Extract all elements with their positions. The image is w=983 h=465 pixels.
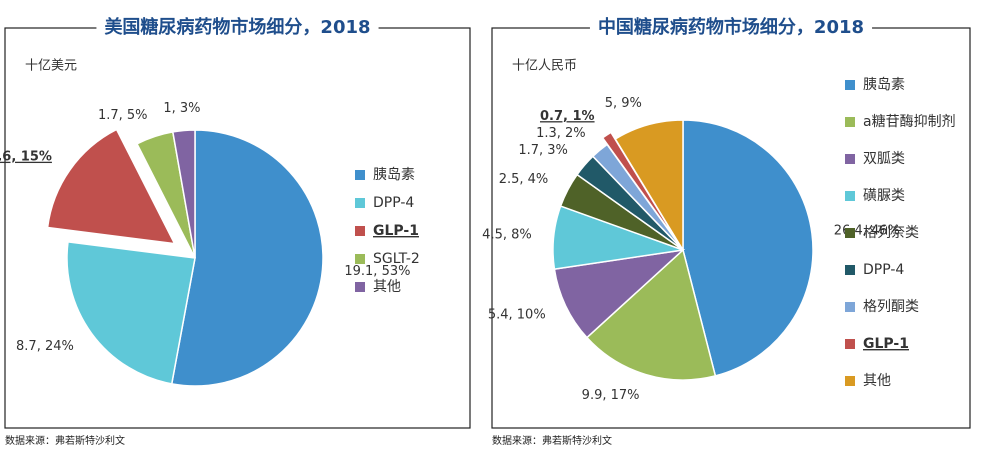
legend-swatch <box>845 80 855 90</box>
data-label: 8.7, 24% <box>16 339 74 354</box>
title-bg <box>589 16 873 40</box>
data-label: 9.9, 17% <box>582 388 640 403</box>
legend-label: 其他 <box>863 373 891 389</box>
data-label: 5.6, 15% <box>0 150 52 165</box>
legend-swatch <box>845 228 855 238</box>
pie-slice <box>171 129 196 259</box>
data-label: 0.7, 1% <box>540 109 595 124</box>
legend-swatch <box>845 339 855 349</box>
legend-label: GLP-1 <box>373 223 419 239</box>
legend-label: a糖苷酶抑制剂 <box>863 114 956 130</box>
data-label: 1.7, 5% <box>98 108 148 123</box>
legend-label: 其他 <box>373 279 401 295</box>
data-label: 2.5, 4% <box>499 172 549 187</box>
pie-slice <box>585 248 717 381</box>
legend-label: 磺脲类 <box>863 188 905 204</box>
pie-slice <box>66 241 196 385</box>
legend-swatch <box>355 226 365 236</box>
legend-label: DPP-4 <box>863 262 904 278</box>
legend-swatch <box>355 254 365 264</box>
pie-slice <box>682 119 814 377</box>
data-label: 19.1, 53% <box>344 264 410 279</box>
data-label: 1.7, 3% <box>518 143 568 158</box>
legend-label: 格列酮类 <box>863 299 919 315</box>
legend-swatch <box>845 191 855 201</box>
legend-swatch <box>355 170 365 180</box>
legend-swatch <box>355 198 365 208</box>
source: 数据来源：弗若斯特沙利文 <box>492 434 612 447</box>
data-label: 4.5, 8% <box>482 228 532 243</box>
legend-label: GLP-1 <box>863 336 909 352</box>
legend-label: 胰岛素 <box>373 167 415 183</box>
pie-slice <box>170 129 324 387</box>
pie-slice <box>614 119 684 253</box>
legend-swatch <box>845 154 855 164</box>
legend-label: DPP-4 <box>373 195 414 211</box>
legend-label: 格列奈类 <box>863 225 919 241</box>
pie-slice <box>553 248 686 339</box>
pie-slice <box>601 131 680 244</box>
legend-swatch <box>355 282 365 292</box>
data-label: 1, 3% <box>163 101 200 116</box>
unit-label: 十亿人民币 <box>512 59 577 74</box>
title-bg <box>96 16 379 40</box>
legend-swatch <box>845 302 855 312</box>
legend-label: 双胍类 <box>863 151 905 167</box>
data-label: 5, 9% <box>605 96 642 111</box>
chart-title: 美国糖尿病药物市场细分，2018 <box>104 16 370 38</box>
unit-label: 十亿美元 <box>25 59 77 74</box>
pie-slice <box>46 128 176 245</box>
data-label: 5.4, 10% <box>488 308 546 323</box>
legend-swatch <box>845 265 855 275</box>
source: 数据来源：弗若斯特沙利文 <box>5 434 125 447</box>
legend-label: SGLT-2 <box>373 251 420 267</box>
chart-title: 中国糖尿病药物市场细分，2018 <box>598 16 864 38</box>
data-label: 1.3, 2% <box>536 126 586 141</box>
legend-swatch <box>845 376 855 386</box>
legend-swatch <box>845 117 855 127</box>
legend-label: 胰岛素 <box>863 77 905 93</box>
